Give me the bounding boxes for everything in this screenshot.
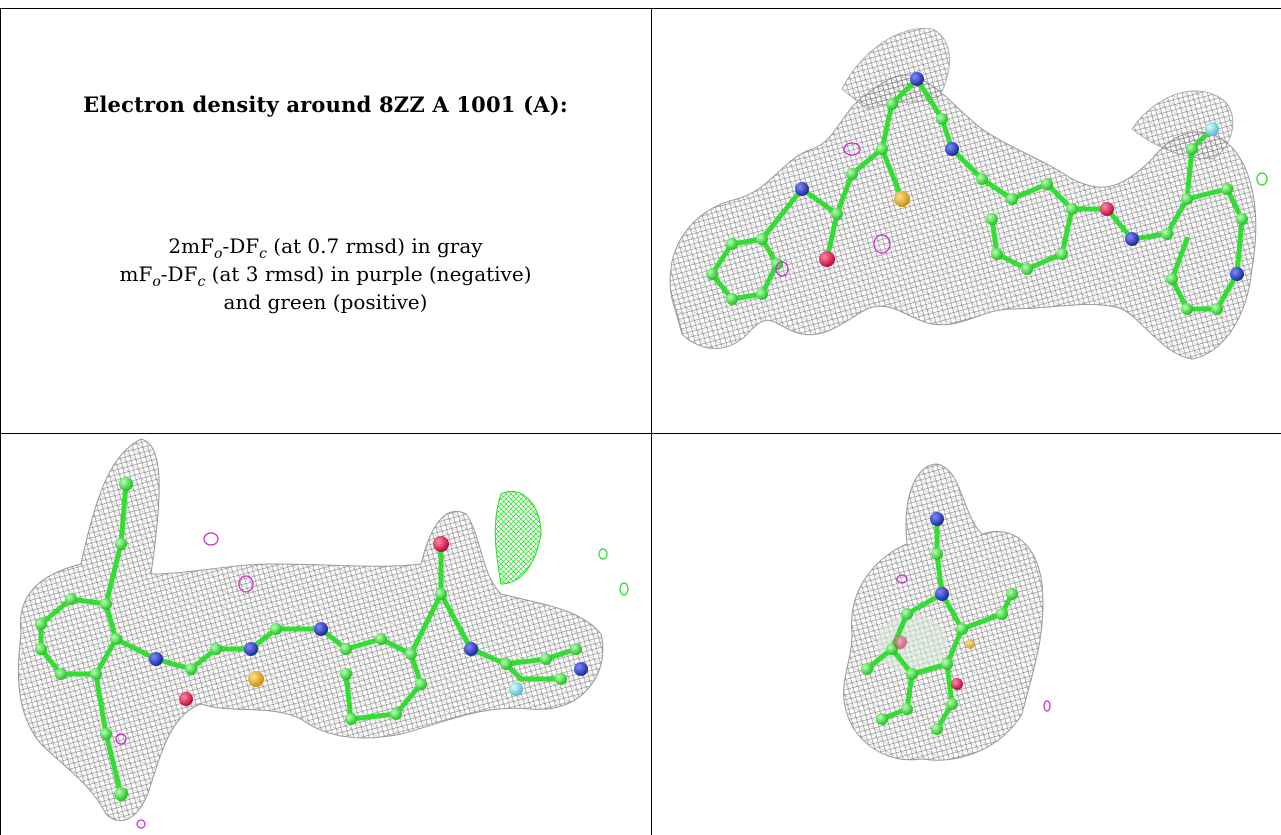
legend-line-colors: and green (positive) (223, 290, 428, 314)
table-border-center (651, 8, 652, 835)
legend-line-2fo: 2mFo-DFc (at 0.7 rmsd) in gray (168, 234, 483, 262)
table-border-left (0, 8, 1, 835)
view-bottom-left (1, 434, 651, 835)
caption-cell: Electron density around 8ZZ A 1001 (A): … (0, 9, 651, 433)
table-border-top (0, 8, 1281, 9)
ligand-density-view-icon (17, 438, 629, 829)
view-top-right (652, 9, 1281, 433)
legend-line-fo: mFo-DFc (at 3 rmsd) in purple (negative) (119, 262, 532, 290)
page-title: Electron density around 8ZZ A 1001 (A): (83, 92, 568, 117)
density-legend: 2mFo-DFc (at 0.7 rmsd) in gray mFo-DFc (… (0, 232, 651, 316)
view-bottom-right (652, 434, 1281, 835)
table-border-middle (0, 433, 1281, 434)
ligand-density-view-icon (669, 27, 1268, 360)
ligand-density-view-icon (843, 463, 1051, 761)
